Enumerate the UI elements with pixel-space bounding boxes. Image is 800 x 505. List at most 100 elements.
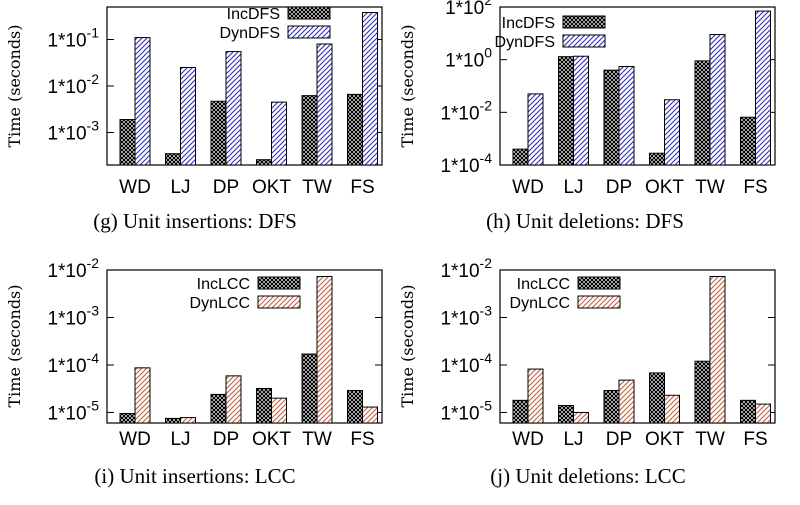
y-axis-title: Time (seconds)	[5, 284, 24, 407]
bar-dynlcc-dp	[225, 375, 242, 424]
x-tick-label: LJ	[563, 177, 583, 198]
y-tick-label: 1*10-3	[47, 117, 99, 144]
bar-dynlcc-okt	[271, 397, 287, 424]
bar-dyndfs-fs	[362, 12, 378, 166]
x-tick-label: WD	[119, 177, 151, 198]
bar-inclcc-lj	[558, 405, 574, 424]
plot-frame	[106, 269, 383, 424]
bar-incdfs-dp	[210, 100, 227, 166]
legend-swatch	[257, 295, 301, 309]
x-tick-label: TW	[695, 429, 725, 450]
x-tick-label: OKT	[645, 177, 684, 198]
bar-incdfs-tw	[694, 60, 711, 166]
bar-incdfs-fs	[347, 93, 363, 166]
bar-dynlcc-dp	[618, 379, 635, 424]
x-tick-label: LJ	[170, 177, 190, 198]
legend-label: IncDFS	[227, 6, 280, 23]
bar-dyndfs-lj	[180, 66, 196, 166]
y-tick-label: 1*10-4	[440, 150, 492, 177]
panel-caption: (g) Unit insertions: DFS	[93, 209, 297, 233]
legend-label: IncLCC	[517, 276, 570, 293]
bar-inclcc-wd	[119, 413, 136, 424]
bar-inclcc-tw	[301, 353, 318, 424]
y-tick-label: 1*10-2	[440, 97, 492, 124]
x-tick-label: WD	[119, 429, 151, 450]
bar-dynlcc-tw	[709, 275, 726, 424]
x-tick-label: OKT	[252, 177, 291, 198]
y-axis-title: Time (seconds)	[398, 24, 417, 147]
panel-caption: (j) Unit deletions: LCC	[490, 464, 685, 488]
legend-swatch	[287, 25, 331, 39]
bar-inclcc-dp	[210, 393, 227, 424]
y-tick-label: 1*10-4	[47, 350, 99, 377]
bar-dynlcc-fs	[755, 403, 771, 424]
chart-panel-0: 1*10-3 1*10-2 1*10-1 Time (seconds) WD LJ DP OK…	[5, 6, 383, 233]
bar-incdfs-wd	[512, 148, 529, 166]
y-tick-label: 1*10-5	[440, 397, 492, 424]
bar-dynlcc-fs	[362, 406, 378, 424]
bar-incdfs-lj	[165, 153, 181, 166]
bar-dynlcc-wd	[527, 368, 544, 424]
x-tick-label: DP	[213, 177, 239, 198]
legend-swatch	[577, 295, 621, 309]
x-tick-label: LJ	[170, 429, 190, 450]
bar-inclcc-okt	[256, 387, 272, 424]
y-tick-label: 1*10-5	[47, 397, 99, 424]
legend-swatch	[287, 6, 331, 20]
x-tick-label: TW	[302, 177, 332, 198]
y-tick-label: 1*10-3	[440, 302, 492, 329]
panel-caption: (h) Unit deletions: DFS	[486, 209, 684, 233]
x-tick-label: WD	[512, 429, 544, 450]
bar-incdfs-lj	[558, 56, 574, 166]
legend-label: DynDFS	[495, 34, 555, 51]
legend-label: IncDFS	[502, 15, 555, 32]
x-tick-label: OKT	[645, 429, 684, 450]
bar-dynlcc-tw	[316, 275, 333, 424]
bar-dyndfs-wd	[134, 37, 151, 166]
legend-label: DynDFS	[220, 25, 280, 42]
plot-frame	[499, 269, 776, 424]
plot-frame	[499, 6, 776, 166]
chart-panel-2: 1*10-5 1*10-4 1*10-3 1*10-2 Time (seconds) WD…	[5, 255, 383, 488]
y-tick-label: 1*102	[445, 0, 492, 19]
bar-inclcc-lj	[165, 417, 181, 424]
legend-swatch	[562, 34, 606, 48]
bar-dyndfs-dp	[225, 51, 242, 166]
bar-dynlcc-lj	[180, 417, 196, 424]
bar-dynlcc-lj	[573, 411, 589, 424]
bar-dyndfs-lj	[573, 55, 589, 166]
x-tick-label: FS	[743, 177, 767, 198]
bar-incdfs-wd	[119, 119, 136, 166]
y-tick-label: 1*10-4	[440, 350, 492, 377]
x-tick-label: DP	[606, 177, 632, 198]
x-tick-label: DP	[606, 429, 632, 450]
legend-swatch	[577, 276, 621, 290]
chart-panel-3: 1*10-5 1*10-4 1*10-3 1*10-2 Time (seconds) WD…	[398, 255, 776, 488]
bar-inclcc-tw	[694, 360, 711, 424]
x-tick-label: TW	[695, 177, 725, 198]
x-tick-label: TW	[302, 429, 332, 450]
y-tick-label: 1*100	[445, 45, 492, 72]
x-tick-label: FS	[350, 177, 374, 198]
bar-dyndfs-wd	[527, 93, 544, 166]
y-tick-label: 1*10-2	[440, 255, 492, 282]
bar-dyndfs-okt	[271, 101, 287, 166]
bar-incdfs-fs	[740, 116, 756, 166]
y-tick-label: 1*10-1	[47, 25, 99, 52]
legend-label: IncLCC	[197, 276, 250, 293]
y-tick-label: 1*10-2	[47, 71, 99, 98]
bar-incdfs-dp	[603, 69, 620, 166]
bar-dyndfs-okt	[664, 99, 680, 166]
bar-inclcc-dp	[603, 390, 620, 424]
legend-label: DynLCC	[190, 295, 250, 312]
y-axis-title: Time (seconds)	[5, 24, 24, 147]
x-tick-label: WD	[512, 177, 544, 198]
x-tick-label: OKT	[252, 429, 291, 450]
bar-dynlcc-wd	[134, 367, 151, 424]
x-tick-label: DP	[213, 429, 239, 450]
legend-swatch	[257, 276, 301, 290]
x-tick-label: FS	[350, 429, 374, 450]
bar-inclcc-wd	[512, 399, 529, 424]
bar-inclcc-okt	[649, 372, 665, 424]
